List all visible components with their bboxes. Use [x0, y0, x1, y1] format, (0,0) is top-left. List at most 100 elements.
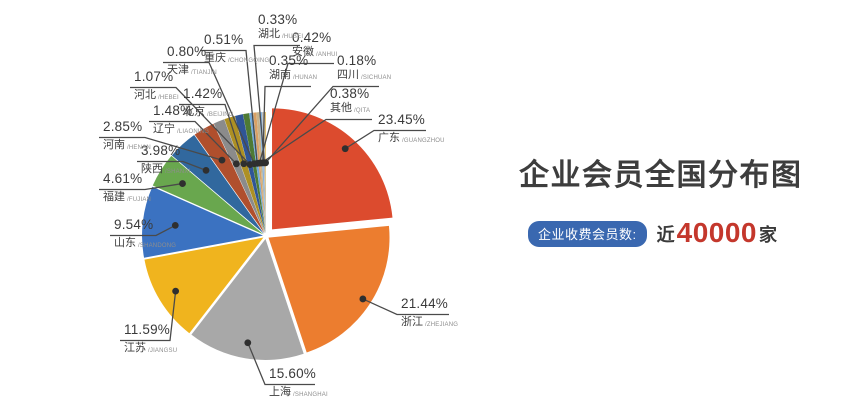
leader-line-liaoning — [149, 120, 237, 165]
pie-label-sichuan: 0.18% 四川/SICHUAN — [337, 54, 391, 81]
label-province: 河南 — [103, 138, 125, 151]
leader-line-beijing — [179, 103, 245, 164]
label-province: 福建 — [103, 190, 125, 203]
leader-dot-guangzhou — [341, 145, 349, 153]
leader-line-zhejiang — [362, 298, 449, 316]
pie-label-jiangsu: 11.59% 江苏/JIANGSU — [124, 323, 177, 354]
label-pinyin: /SHANDONG — [138, 242, 177, 249]
pie-svg — [99, 44, 449, 386]
pie-label-shanghai: 15.60% 上海/SHANGHAI — [269, 367, 328, 398]
leader-dot-shanghai — [244, 339, 252, 347]
label-pinyin: /FUJIAN — [127, 196, 152, 203]
label-percent: 0.42% — [292, 30, 332, 45]
label-pinyin: /SICHUAN — [361, 74, 392, 81]
pie-label-fujian: 4.61% 福建/FUJIAN — [103, 172, 151, 203]
label-province: 北京 — [183, 105, 205, 118]
leader-line-henan — [99, 136, 223, 161]
label-percent: 0.51% — [204, 32, 244, 47]
label-province: 陕西 — [141, 162, 163, 175]
leader-dot-shanxi — [202, 166, 210, 174]
leader-line-jiangsu — [120, 291, 177, 342]
leader-line-sichuan — [265, 85, 379, 164]
leader-dot-zhejiang — [359, 295, 367, 303]
pie-slice-fujian — [152, 155, 264, 235]
pie-label-shandong: 9.54% 山东/SHANDONG — [114, 218, 176, 249]
label-province: 山东 — [114, 236, 136, 249]
leader-dot-jiangsu — [172, 287, 180, 295]
label-pinyin: /SHANGHAI — [293, 391, 328, 398]
label-percent: 3.98% — [141, 143, 181, 158]
label-percent: 0.18% — [337, 53, 377, 68]
label-percent: 1.07% — [134, 69, 174, 84]
label-pinyin: /LIAONING — [177, 128, 210, 135]
leader-line-qita — [260, 118, 372, 164]
leader-line-tianjin — [163, 61, 255, 165]
label-percent: 4.61% — [103, 171, 143, 186]
pie-label-zhejiang: 21.44% 浙江/ZHEJIANG — [401, 297, 458, 328]
pie-slice-chongqing — [249, 112, 266, 234]
label-province: 四川 — [337, 68, 359, 81]
info-panel: 企业会员全国分布图 企业收费会员数: 近 40000 家 — [519, 150, 839, 250]
label-percent: 2.85% — [103, 119, 143, 134]
label-percent: 21.44% — [401, 296, 448, 311]
pie-slice-shanghai — [191, 238, 304, 360]
label-province: 湖南 — [269, 68, 291, 81]
label-pinyin: /HUBEI — [282, 33, 304, 40]
label-province: 湖北 — [258, 27, 280, 40]
pie-slice-hunan — [259, 112, 266, 234]
leader-dot-beijing — [240, 160, 248, 168]
pie-slice-anhui — [253, 112, 266, 234]
label-pinyin: /GUANGZHOU — [402, 137, 445, 144]
pie-slice-qita — [256, 112, 266, 234]
label-province: 浙江 — [401, 315, 423, 328]
label-percent: 0.33% — [258, 12, 298, 27]
label-province: 其他 — [330, 101, 352, 114]
pie-slice-hebei — [234, 114, 266, 234]
label-pinyin: /ANHUI — [316, 51, 338, 58]
pie-label-chongqing: 0.51% 重庆/CHONGQING — [204, 33, 269, 64]
pie-slice-guangzhou — [272, 108, 393, 230]
leader-dot-shandong — [171, 222, 179, 229]
label-pinyin: /CHONGQING — [228, 57, 270, 64]
pie-slice-jiangsu — [144, 237, 264, 334]
chart-title: 企业会员全国分布图 — [519, 159, 803, 192]
stat-row: 企业收费会员数: 近 40000 家 — [528, 217, 839, 250]
label-pinyin: /QITA — [354, 107, 371, 114]
label-pinyin: /SHANXI — [165, 168, 191, 175]
leader-line-guangzhou — [344, 129, 426, 150]
pie-label-liaoning: 1.48% 辽宁/LIAONING — [153, 104, 209, 135]
label-percent: 0.80% — [167, 44, 207, 59]
leader-line-shanghai — [247, 342, 315, 386]
pie-label-anhui: 0.42% 安徽/ANHUI — [292, 31, 338, 58]
label-percent: 1.42% — [183, 86, 223, 101]
pie-label-hubei: 0.33% 湖北/HUBEI — [258, 13, 303, 40]
label-percent: 23.45% — [378, 112, 425, 127]
label-province: 安徽 — [292, 45, 314, 58]
pie-slice-zhejiang — [268, 225, 390, 353]
label-province: 辽宁 — [153, 122, 175, 135]
stat-prefix: 近 — [656, 225, 675, 245]
leader-line-hubei — [253, 44, 300, 163]
label-province: 天津 — [167, 63, 189, 76]
label-percent: 11.59% — [124, 322, 170, 337]
label-pinyin: /HENAN — [127, 144, 151, 151]
label-province: 江苏 — [124, 341, 146, 354]
label-percent: 15.60% — [269, 366, 316, 381]
label-province: 河北 — [134, 88, 156, 101]
stat-value: 40000 — [676, 217, 757, 248]
label-percent: 0.35% — [269, 53, 309, 68]
leader-dot-henan — [218, 156, 226, 164]
label-province: 广东 — [378, 131, 400, 144]
pie-slice-shandong — [142, 186, 264, 258]
leader-dot-liaoning — [232, 160, 240, 168]
member-count-badge: 企业收费会员数: — [528, 221, 647, 247]
pie-chart: 23.45% 广东/GUANGZHOU 21.44% 浙江/ZHEJIANG 15.60… — [99, 13, 458, 398]
label-province: 重庆 — [204, 51, 226, 64]
label-pinyin: /JIANGSU — [148, 347, 178, 354]
leader-line-shandong — [110, 224, 176, 237]
pie-slice-tianjin — [243, 113, 266, 234]
pie-label-hunan: 0.35% 湖南/HUNAN — [269, 54, 317, 81]
label-pinyin: /HEBEI — [158, 94, 179, 101]
leader-dot-sichuan — [262, 159, 269, 167]
